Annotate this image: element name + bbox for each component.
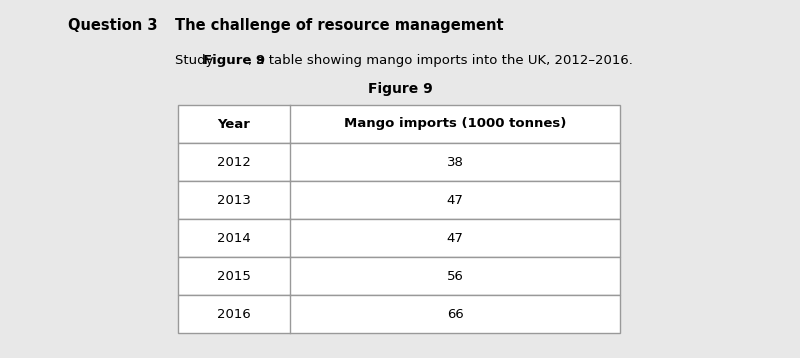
Text: Question 3: Question 3 (68, 18, 158, 33)
Text: 38: 38 (446, 155, 463, 169)
Text: Year: Year (218, 117, 250, 131)
Text: Figure 9: Figure 9 (203, 54, 265, 67)
Text: 2016: 2016 (217, 308, 251, 320)
Text: 66: 66 (446, 308, 463, 320)
Bar (178, 295, 620, 333)
Text: 56: 56 (446, 270, 463, 282)
Text: , a table showing mango imports into the UK, 2012–2016.: , a table showing mango imports into the… (248, 54, 633, 67)
Text: Figure 9: Figure 9 (368, 82, 432, 96)
Bar (178, 181, 620, 219)
Bar (178, 143, 620, 181)
Bar (178, 219, 620, 257)
Text: 2013: 2013 (217, 194, 251, 207)
Text: 47: 47 (446, 194, 463, 207)
Text: Study: Study (175, 54, 218, 67)
Text: 2015: 2015 (217, 270, 251, 282)
Bar (178, 105, 620, 143)
Text: 2014: 2014 (217, 232, 251, 245)
Bar (178, 257, 620, 295)
Text: Mango imports (1000 tonnes): Mango imports (1000 tonnes) (344, 117, 566, 131)
Text: 47: 47 (446, 232, 463, 245)
Text: 2012: 2012 (217, 155, 251, 169)
Text: The challenge of resource management: The challenge of resource management (175, 18, 504, 33)
